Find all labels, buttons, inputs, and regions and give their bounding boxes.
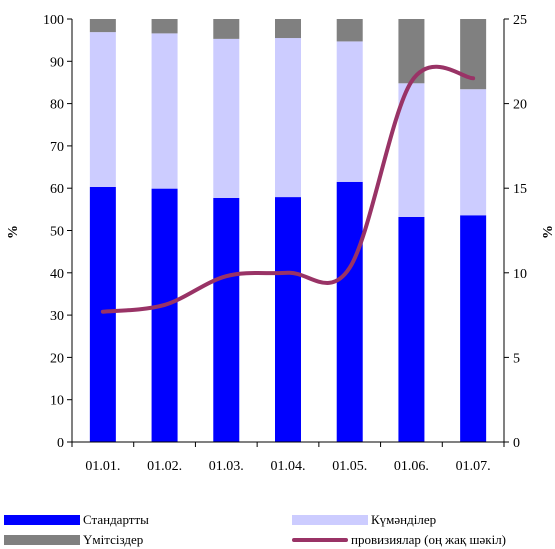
axes-layer: 0 10 20 30 40 50 60 70 80 90 100 0 5 10 15 20 25 01.01. 01… (43, 13, 527, 474)
y-tick-label-left: 30 (50, 309, 64, 324)
y-tick-label-left: 50 (50, 225, 64, 240)
legend-item-bad: Үмітсіздер (4, 532, 143, 548)
x-tick-label: 01.07. (456, 459, 491, 474)
y-tick-label-left: 40 (50, 267, 64, 282)
legend-label: Үмітсіздер (83, 532, 144, 547)
legend-swatch (4, 515, 80, 525)
y-tick-label-left: 0 (57, 436, 64, 451)
bar-doubtful-4 (275, 38, 301, 198)
y-axis-label-right: % (541, 225, 555, 239)
x-tick-label: 01.03. (209, 459, 244, 474)
bar-bad-1 (89, 19, 116, 33)
y-tick-label-right: 0 (513, 436, 520, 451)
y-tick-label-right: 5 (513, 351, 520, 366)
y-tick-label-left: 70 (50, 140, 64, 155)
bar-bad-2 (151, 19, 178, 34)
y-tick-label-left: 90 (50, 55, 64, 70)
y-axis-label-left: % (6, 225, 21, 239)
y-tick-label-right: 20 (513, 98, 527, 113)
x-tick-label: 01.06. (394, 459, 429, 474)
bar-standard-1 (89, 186, 116, 442)
bar-doubtful-3 (213, 38, 240, 198)
y-tick-label-left: 10 (50, 394, 64, 409)
bar-doubtful-2 (151, 33, 178, 189)
y-tick-label-left: 80 (50, 98, 64, 113)
legend-label: провизиялар (оң жақ шәкіл) (351, 532, 507, 547)
x-tick-label: 01.04. (271, 459, 306, 474)
bar-bad-5 (336, 19, 363, 42)
legend-swatch (4, 535, 80, 545)
y-tick-label-right: 15 (513, 182, 527, 197)
bar-doubtful-5 (336, 41, 363, 182)
bar-doubtful-1 (89, 32, 116, 187)
x-tick-label: 01.05. (332, 459, 367, 474)
x-tick-label: 01.01. (85, 459, 120, 474)
line-layer (100, 64, 476, 314)
bar-standard-6 (398, 216, 425, 442)
bar-standard-4 (275, 197, 301, 442)
y-tick-label-right: 25 (513, 13, 527, 28)
provisions-line (100, 64, 476, 314)
legend: Стандартты Күмәнділер Үмітсіздер провизи… (0, 505, 555, 549)
bar-doubtful-7 (460, 89, 487, 216)
legend-label: Күмәнділер (371, 512, 437, 527)
bar-standard-3 (213, 197, 240, 442)
bar-standard-7 (460, 215, 487, 442)
legend-item-doubtful: Күмәнділер (292, 512, 436, 528)
bar-bad-4 (275, 19, 301, 39)
y-tick-label-left: 20 (50, 351, 64, 366)
y-tick-label-left: 60 (50, 182, 64, 197)
legend-item-provisions: провизиялар (оң жақ шәкіл) (292, 532, 506, 548)
legend-line (292, 538, 348, 542)
x-tick-label: 01.02. (147, 459, 182, 474)
bar-standard-2 (151, 188, 178, 442)
bar-standard-5 (336, 181, 363, 443)
y-tick-label-left: 100 (43, 13, 64, 28)
legend-swatch (292, 515, 368, 525)
chart: 0 10 20 30 40 50 60 70 80 90 100 0 5 10 15 20 25 01.01. 01… (6, 13, 555, 474)
legend-item-standard: Стандартты (4, 512, 149, 528)
bar-bad-3 (213, 19, 240, 39)
bar-layer (89, 19, 487, 443)
legend-label: Стандартты (83, 512, 149, 527)
y-tick-label-right: 10 (513, 267, 527, 282)
